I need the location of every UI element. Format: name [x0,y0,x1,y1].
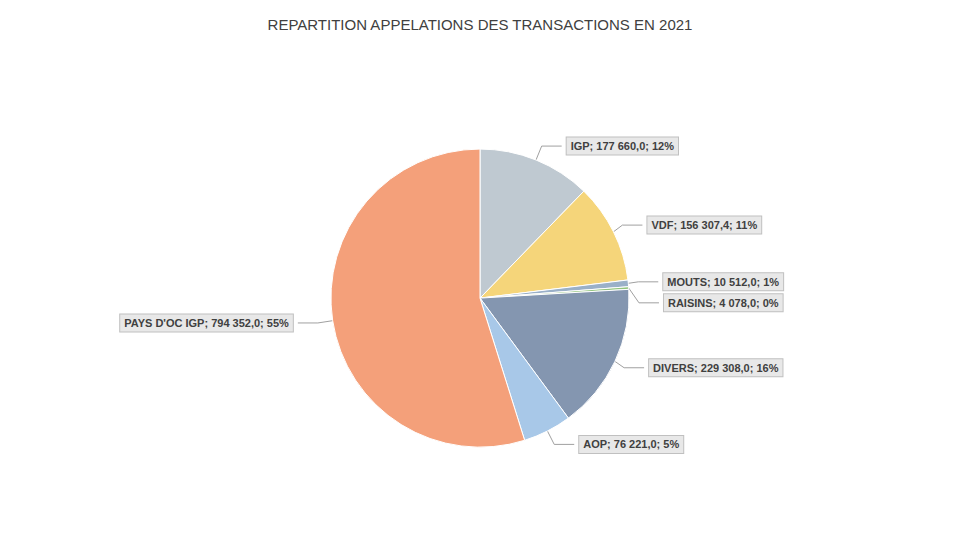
svg-text:VDF; 156 307,4; 11%: VDF; 156 307,4; 11% [651,219,757,231]
svg-text:DIVERS; 229 308,0; 16%: DIVERS; 229 308,0; 16% [653,362,779,374]
svg-text:REPARTITION APPELATIONS DES TR: REPARTITION APPELATIONS DES TRANSACTIONS… [268,16,693,33]
svg-text:IGP; 177 660,0; 12%: IGP; 177 660,0; 12% [571,140,675,152]
svg-text:PAYS D'OC IGP; 794 352,0; 55%: PAYS D'OC IGP; 794 352,0; 55% [124,317,289,329]
svg-text:RAISINS; 4 078,0; 0%: RAISINS; 4 078,0; 0% [668,297,779,309]
svg-text:MOUTS; 10 512,0; 1%: MOUTS; 10 512,0; 1% [667,276,779,288]
svg-text:AOP; 76 221,0; 5%: AOP; 76 221,0; 5% [583,438,679,450]
